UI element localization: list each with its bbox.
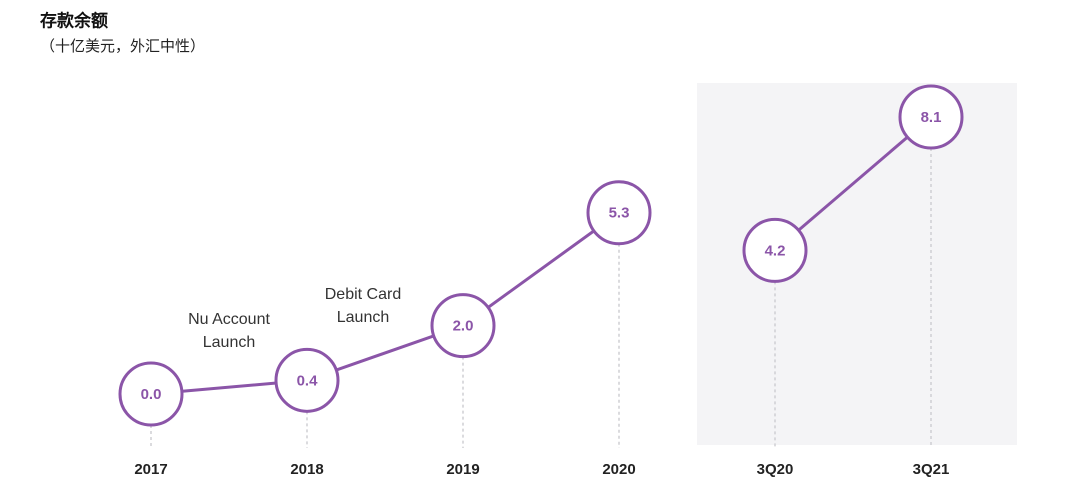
value-label: 2.0 [453, 318, 474, 335]
value-label: 0.0 [141, 386, 162, 403]
value-label: 0.4 [297, 372, 319, 389]
annotation: Launch [203, 334, 256, 351]
value-label: 8.1 [921, 109, 942, 126]
point [118, 361, 184, 427]
value-label: 4.2 [765, 242, 786, 259]
line [150, 211, 620, 396]
highlight-panel [697, 83, 1017, 445]
x-tick-label: 2019 [446, 461, 479, 478]
annotation: Nu Account [188, 311, 270, 328]
annotation: Launch [337, 309, 390, 326]
chart-title: 存款余额 [40, 10, 108, 30]
point [742, 217, 808, 283]
point [274, 347, 340, 413]
annotation: Debit Card [325, 286, 401, 303]
point [586, 180, 652, 246]
line [774, 115, 932, 252]
x-tick-label: 3Q20 [757, 461, 794, 478]
value-label: 5.3 [609, 205, 630, 222]
point [898, 84, 964, 150]
x-tick-label: 3Q21 [913, 461, 950, 478]
point [430, 293, 496, 359]
x-tick-label: 2020 [602, 461, 635, 478]
chart-subtitle: （十亿美元，外汇中性） [40, 38, 205, 55]
x-tick-label: 2017 [134, 461, 167, 478]
x-tick-label: 2018 [290, 461, 323, 478]
